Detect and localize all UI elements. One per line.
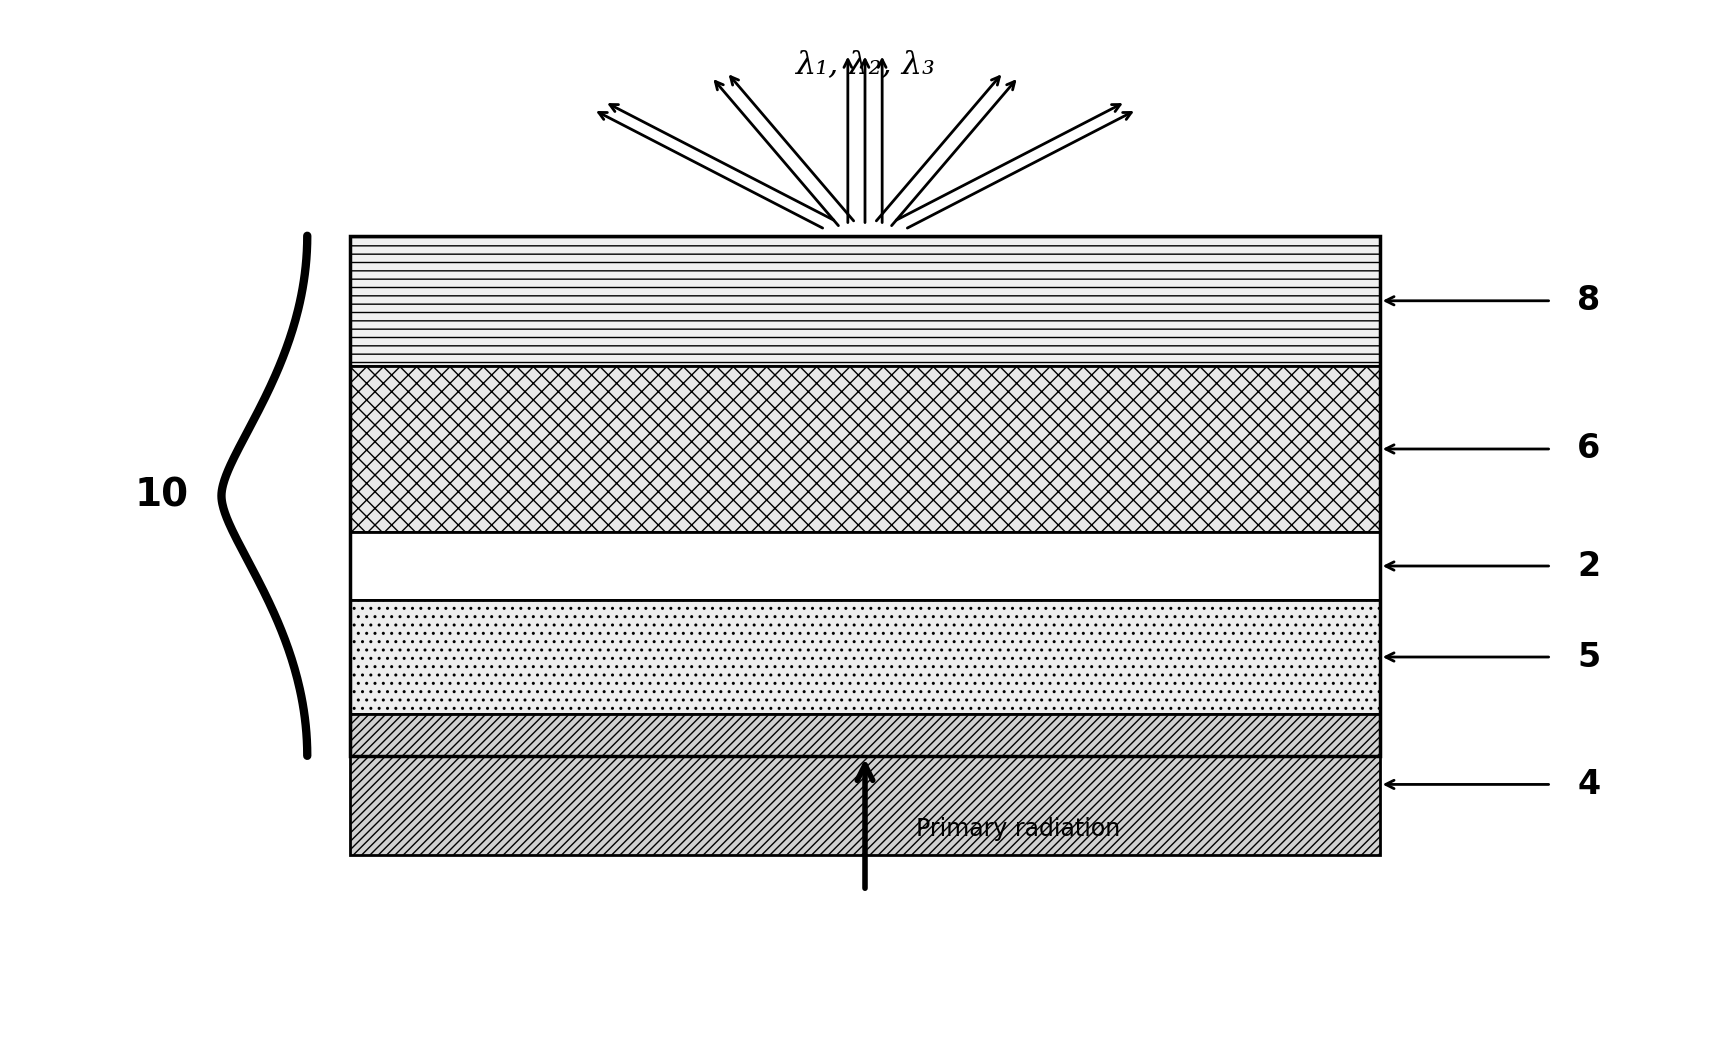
Bar [349,600,1381,715]
Text: 5: 5 [1578,641,1600,674]
Text: 10: 10 [135,476,189,514]
Bar [349,366,1381,532]
Bar [349,236,1381,756]
Text: Primary radiation: Primary radiation [917,817,1121,841]
Text: 6: 6 [1578,432,1600,466]
Bar [349,532,1381,600]
Text: 4: 4 [1578,768,1600,801]
Bar [349,715,1381,855]
Bar [349,236,1381,366]
Text: 8: 8 [1578,285,1600,317]
Text: λ₁, λ₂, λ₃: λ₁, λ₂, λ₃ [796,48,934,80]
Text: 2: 2 [1578,549,1600,583]
